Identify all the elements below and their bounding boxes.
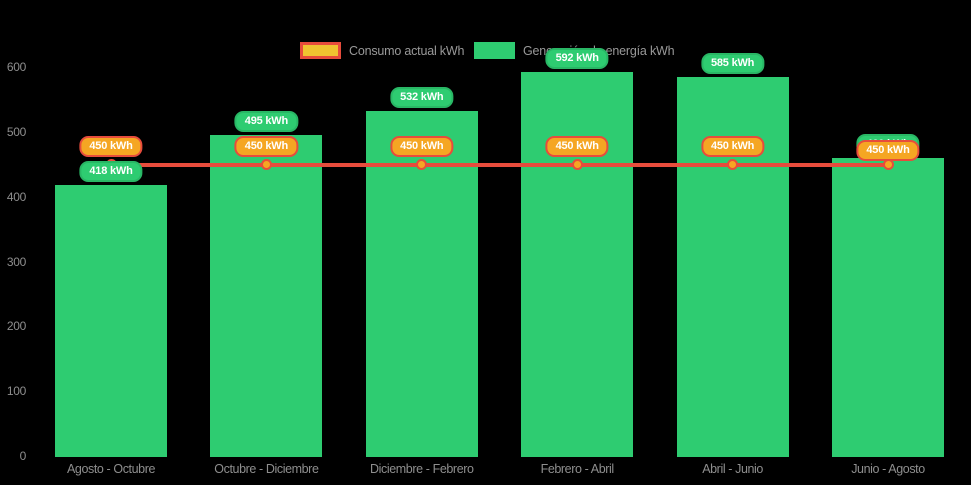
y-axis-tick-label: 600 [6,60,26,75]
generation-value-badge: 532 kWh [390,87,454,109]
generation-value-badge: 592 kWh [545,48,609,70]
generation-bar[interactable] [55,185,167,457]
legend-item-consumo-actual[interactable]: Consumo actual kWh [300,42,464,59]
consumo-line-point[interactable] [260,159,272,170]
generation-value-badge: 495 kWh [234,111,299,133]
generation-bar[interactable] [210,135,323,457]
generation-bar[interactable] [832,157,944,457]
consumo-value-badge: 450 kWh [545,136,609,157]
generation-value-badge: 418 kWh [79,161,143,183]
legend: Consumo actual kWh Generación de energía… [0,0,971,70]
consumo-line-point[interactable] [571,159,583,170]
y-axis-tick-label: 100 [6,384,26,399]
x-axis-category-label: Abril - Junio [702,462,763,476]
y-axis-tick-label: 400 [6,189,26,204]
generation-value-badge: 585 kWh [700,52,765,74]
x-axis-category-label: Diciembre - Febrero [370,462,474,476]
generation-bar[interactable] [521,72,634,457]
consumo-line-point[interactable] [727,159,739,170]
y-axis-tick-label: 200 [6,319,26,334]
y-axis-tick-label: 0 [19,449,27,463]
consumo-value-badge: 450 kWh [856,139,920,161]
x-axis-category-label: Agosto - Octubre [66,462,156,476]
x-axis-category-label: Junio - Agosto [851,462,925,476]
x-axis-category-label: Febrero - Abril [540,462,615,476]
consumo-value-badge: 450 kWh [234,136,299,157]
generation-bar[interactable] [676,76,789,457]
x-axis-category-label: Octubre - Diciembre [214,462,319,476]
consumo-actual-swatch [300,42,341,59]
consumo-value-badge: 450 kWh [390,136,454,157]
consumo-value-badge: 450 kWh [79,136,143,157]
consumo-value-badge: 450 kWh [700,136,765,157]
generacion-energia-swatch [474,42,515,59]
y-axis-tick-label: 500 [6,125,26,139]
consumo-line-point[interactable] [416,159,428,170]
y-axis-tick-label: 300 [6,254,26,269]
legend-label-consumo-actual: Consumo actual kWh [349,43,465,58]
consumo-actual-line [105,163,892,167]
